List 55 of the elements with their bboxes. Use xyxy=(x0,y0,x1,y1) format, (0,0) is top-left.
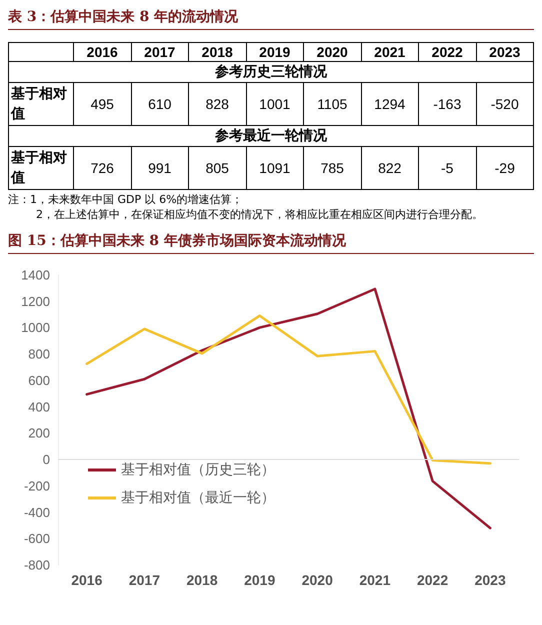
data-label: -5 xyxy=(418,146,476,190)
category-label: 2019 xyxy=(259,44,290,60)
y-tick-label: 1000 xyxy=(21,320,50,336)
data-label: 822 xyxy=(361,146,418,190)
data-label: -29 xyxy=(476,146,534,190)
y-tick-label: -200 xyxy=(24,478,50,494)
data-label: 1294 xyxy=(361,82,418,126)
data-label: 1105 xyxy=(304,82,361,126)
y-tick-label: 0 xyxy=(42,452,50,468)
x-tick-label: 2017 xyxy=(128,572,160,588)
chart-title: 图 15：估算中国未来 8 年债券市场国际资本流动情况 xyxy=(8,232,534,254)
data-label: 610 xyxy=(131,82,188,126)
data-label: 1001 xyxy=(246,82,304,126)
data-label: 726 xyxy=(74,146,131,190)
category-label: 2016 xyxy=(86,44,118,60)
y-tick-label: -600 xyxy=(24,531,50,546)
text: 注：1，未来数年中国 GDP 以 6%的增速估算； xyxy=(8,192,244,207)
data-label: 1091 xyxy=(246,146,304,190)
category-label: 2018 xyxy=(202,44,233,60)
data-label: -520 xyxy=(476,82,534,126)
category-label: 2023 xyxy=(489,44,520,60)
x-tick-label: 2016 xyxy=(71,572,103,588)
data-label: 805 xyxy=(188,146,246,190)
x-tick-label: 2023 xyxy=(474,572,506,588)
category-label: 2020 xyxy=(316,44,348,60)
x-tick-label: 2019 xyxy=(244,572,276,588)
category-label: 2017 xyxy=(144,44,176,60)
legend-label: 基于相对值（历史三轮） xyxy=(121,462,275,478)
text: 2，在上述估算中，在保证相应均值不变的情况下，将相应比重在相应区间内进行合理分配。 xyxy=(35,207,484,222)
data-label: 991 xyxy=(131,146,188,190)
category-label: 2022 xyxy=(432,44,463,60)
text: 基于相对值 xyxy=(8,146,74,190)
x-tick-label: 2022 xyxy=(416,572,448,588)
y-tick-label: 600 xyxy=(28,372,50,388)
y-tick-label: -400 xyxy=(24,504,50,520)
y-tick-label: -800 xyxy=(24,558,50,572)
x-tick-label: 2020 xyxy=(302,572,334,588)
y-tick-label: 400 xyxy=(28,399,50,414)
text: 基于相对值 xyxy=(8,82,74,126)
y-tick-label: 800 xyxy=(28,346,50,362)
data-label: 828 xyxy=(188,82,246,126)
text: 表 3：估算中国未来 8 年的流动情况 xyxy=(8,8,534,30)
data-label: 785 xyxy=(304,146,361,190)
data-label: -163 xyxy=(418,82,476,126)
category-label: 2021 xyxy=(374,44,406,60)
y-tick-label: 200 xyxy=(28,426,50,441)
x-tick-label: 2018 xyxy=(186,572,218,588)
line-series xyxy=(86,288,492,530)
y-tick-label: 1200 xyxy=(21,294,50,309)
y-tick-label: 1400 xyxy=(21,268,50,282)
text: 参考最近一轮情况 xyxy=(8,126,534,146)
text: 参考历史三轮情况 xyxy=(8,62,534,82)
x-tick-label: 2021 xyxy=(359,572,391,588)
data-label: 495 xyxy=(74,82,131,126)
legend-label: 基于相对值（最近一轮） xyxy=(121,490,275,506)
